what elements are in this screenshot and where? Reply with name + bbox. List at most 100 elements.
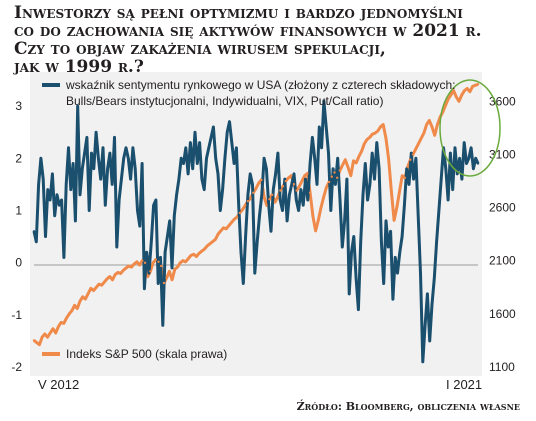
sentiment-point (437, 209, 441, 212)
sp500-point (108, 275, 112, 278)
sp500-point (206, 244, 209, 247)
sp500-point (114, 273, 117, 276)
series-points (32, 83, 480, 363)
sentiment-point (308, 162, 312, 165)
sentiment-point (387, 245, 390, 249)
sp500-point (187, 257, 190, 260)
sp500-point (143, 261, 147, 264)
x-tick-start: V 2012 (38, 377, 79, 392)
sentiment-point (198, 141, 201, 144)
sentiment-point (173, 214, 176, 217)
sp500-point (176, 265, 179, 269)
sentiment-point (106, 167, 109, 170)
sentiment-point (244, 235, 247, 238)
sentiment-point (276, 151, 280, 155)
sp500-point (197, 252, 201, 255)
left-tick-label: 3 (15, 99, 22, 113)
sentiment-point (476, 162, 480, 165)
sentiment-point (451, 188, 454, 191)
sentiment-series-line (32, 99, 480, 364)
sentiment-point (292, 172, 296, 176)
left-tick-label: 0 (15, 256, 22, 270)
right-tick-label: 1100 (489, 360, 515, 374)
sentiment-point (212, 125, 215, 129)
sentiment-point (90, 151, 93, 155)
sp500-point (352, 159, 355, 162)
sentiment-point (433, 277, 436, 280)
sp500-point (225, 227, 228, 230)
sp500-point (314, 229, 317, 233)
sentiment-point (440, 177, 443, 181)
sentiment-point (207, 146, 210, 149)
sentiment-point (186, 172, 190, 176)
sp500-point (368, 136, 371, 139)
sentiment-point (182, 162, 185, 165)
sp500-point (141, 259, 144, 262)
sp500-point (222, 226, 225, 229)
sp500-point (116, 271, 120, 274)
sp500-point (95, 286, 98, 289)
sp500-point (173, 268, 176, 271)
sp500-point (422, 131, 426, 135)
sentiment-point (460, 177, 464, 181)
sp500-point (273, 201, 277, 204)
sentiment-point (196, 162, 199, 165)
sentiment-point (444, 167, 447, 170)
sentiment-point (39, 157, 43, 160)
sentiment-point (193, 131, 197, 134)
sp500-point (179, 261, 182, 264)
sentiment-point (138, 224, 141, 228)
sp500-point (373, 131, 377, 135)
sentiment-point (161, 324, 164, 327)
sentiment-point (456, 172, 459, 176)
sp500-point (54, 331, 57, 335)
sentiment-point (272, 188, 275, 191)
sp500-point (92, 289, 95, 292)
sentiment-point (122, 157, 125, 160)
sentiment-point (368, 183, 372, 186)
sentiment-point (127, 157, 130, 160)
sentiment-point (449, 151, 452, 155)
legend-sp500-label: Indeks S&P 500 (skala prawa) (66, 347, 227, 361)
sp500-point (444, 104, 447, 107)
sentiment-point (281, 209, 284, 212)
sp500-point (333, 171, 336, 174)
sentiment-point (398, 251, 401, 254)
sentiment-point (219, 209, 222, 212)
sentiment-point (306, 198, 309, 202)
sentiment-point (463, 141, 466, 144)
sp500-point (447, 97, 450, 101)
sentiment-point (302, 204, 305, 207)
sentiment-point (134, 167, 137, 170)
highlight-ellipse (439, 79, 501, 177)
sentiment-point (81, 167, 84, 170)
sp500-point (287, 176, 290, 179)
sentiment-point (60, 198, 63, 202)
sentiment-point (251, 183, 254, 186)
sp500-point (433, 134, 436, 137)
sp500-point (317, 219, 320, 222)
sp500-point (365, 138, 369, 141)
sentiment-point (274, 172, 277, 176)
sentiment-point (343, 219, 346, 223)
sentiment-point (322, 99, 326, 103)
sp500-point (376, 129, 379, 133)
sentiment-point (189, 141, 192, 144)
sp500-point (401, 174, 404, 177)
sp500-point (276, 195, 279, 199)
sp500-point (300, 179, 304, 183)
sp500-point (382, 123, 385, 126)
sp500-point (133, 262, 136, 266)
sentiment-point (262, 157, 266, 160)
sentiment-point (373, 177, 376, 181)
sp500-point (357, 155, 361, 158)
sp500-point (97, 282, 101, 286)
sp500-point (298, 185, 301, 188)
sp500-point (135, 260, 139, 263)
sentiment-point (336, 157, 339, 160)
sp500-point (319, 206, 323, 209)
sp500-point (154, 258, 157, 261)
sentiment-point (147, 271, 151, 275)
sentiment-point (85, 136, 89, 139)
